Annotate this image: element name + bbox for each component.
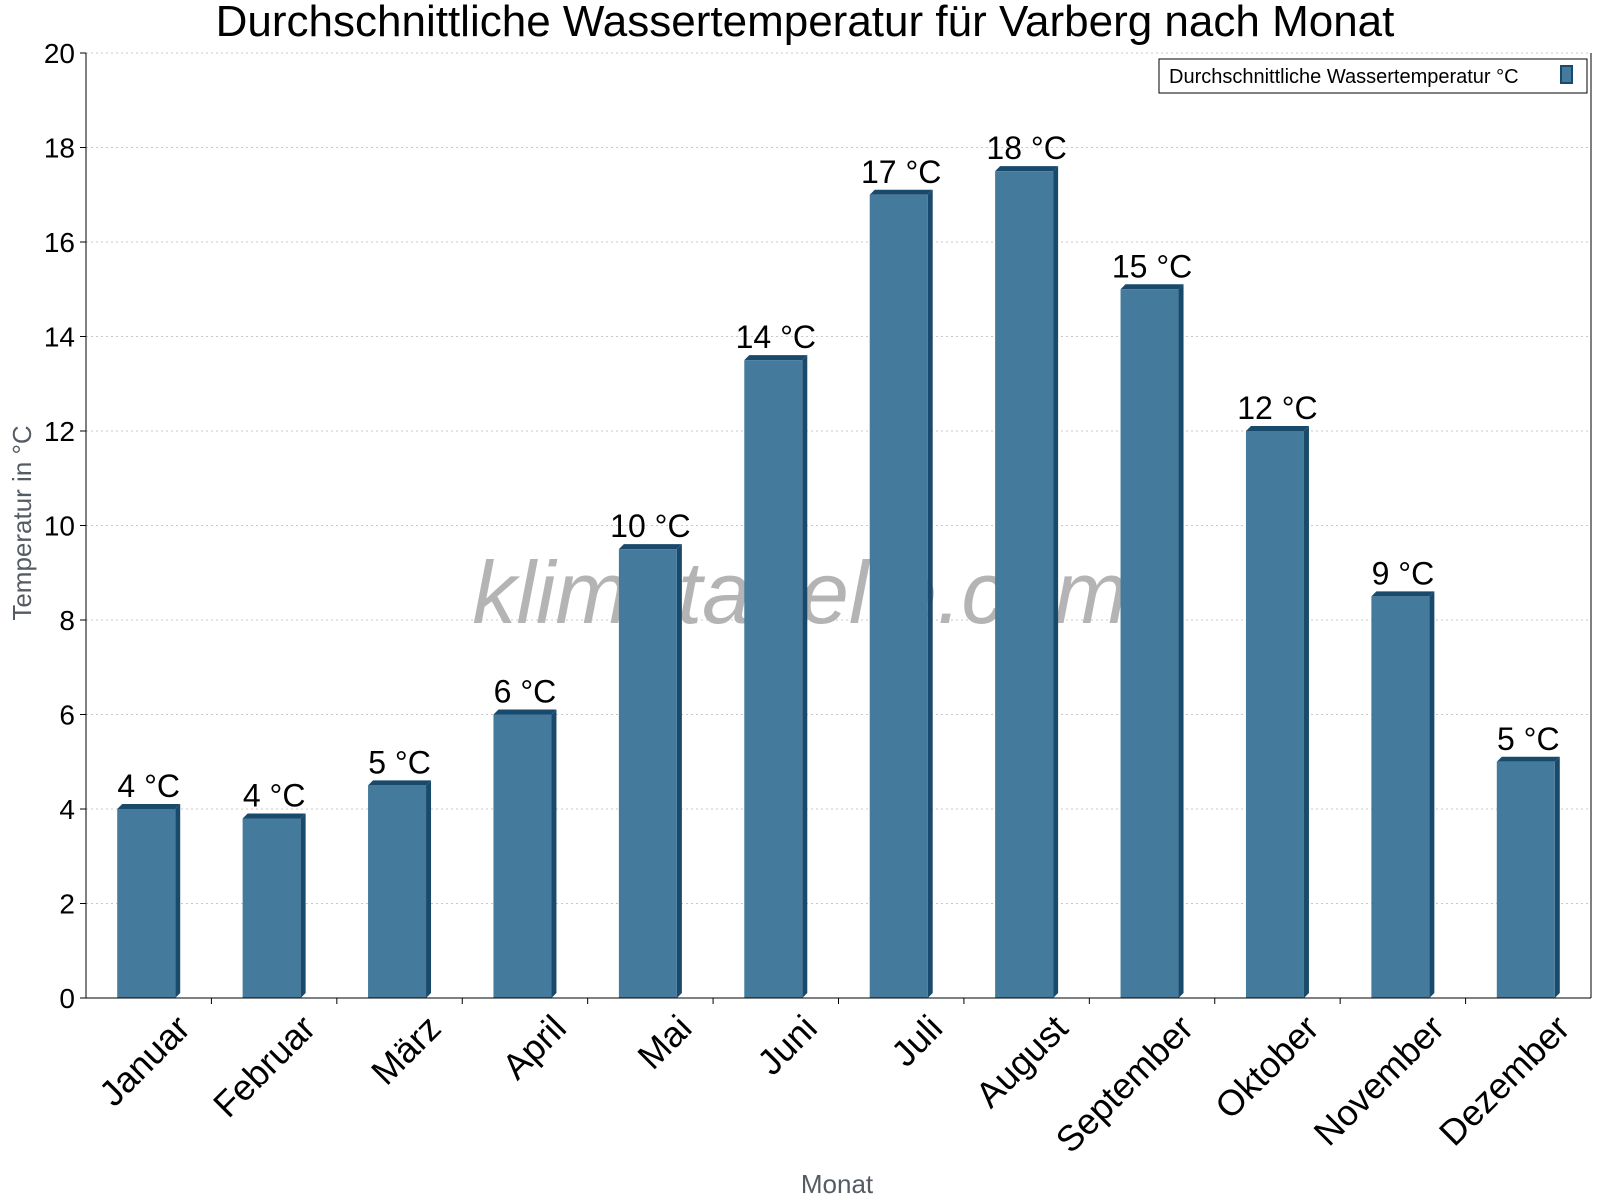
bar-face <box>618 549 677 998</box>
bar-face <box>117 809 176 998</box>
bar-side <box>1429 591 1435 998</box>
y-tick-label: 4 <box>59 794 75 825</box>
y-tick-label: 0 <box>59 983 75 1014</box>
bar <box>618 544 682 998</box>
y-tick-labels: 0 2 4 6 8 10 12 14 16 18 20 <box>44 38 75 1014</box>
x-tick-label: Oktober <box>1207 1007 1327 1127</box>
bar-side <box>426 780 432 998</box>
bar-face <box>493 714 552 998</box>
bar <box>493 709 557 998</box>
bar <box>117 804 181 998</box>
bar <box>744 355 808 998</box>
data-labels: 4 °C 4 °C 5 °C 6 °C 10 °C 14 °C 17 °C 18 °C 15 °… <box>117 130 1559 813</box>
bar-side <box>1053 166 1059 998</box>
bar-face <box>869 194 928 998</box>
bar-side <box>676 544 682 998</box>
data-label: 5 °C <box>368 744 431 780</box>
y-axis-title: Temperatur in °C <box>7 425 37 620</box>
x-tick-label: September <box>1048 1007 1202 1161</box>
y-tick-label: 14 <box>44 322 75 353</box>
data-label: 5 °C <box>1497 721 1560 757</box>
data-label: 4 °C <box>117 768 180 804</box>
x-tick-label: Dezember <box>1431 1007 1577 1153</box>
bar-top <box>368 780 432 786</box>
bar <box>1371 591 1435 998</box>
bar <box>1496 756 1560 998</box>
bar-face <box>1120 289 1179 998</box>
y-tick-label: 10 <box>44 511 75 542</box>
x-tick-label: August <box>967 1007 1075 1115</box>
x-tick-label: Mai <box>629 1007 699 1077</box>
data-label: 17 °C <box>861 154 941 190</box>
x-tick-labels: Januar Februar März April Mai Juni Juli AugustS… <box>91 1007 1577 1161</box>
bar-top <box>618 544 682 550</box>
x-tick-label: November <box>1306 1007 1452 1153</box>
bars <box>117 166 1560 998</box>
bar <box>1245 426 1309 998</box>
x-axis-title: Monat <box>801 1169 874 1199</box>
bar <box>242 813 306 998</box>
bar-top <box>869 189 933 195</box>
bar-face <box>995 171 1054 998</box>
data-label: 12 °C <box>1237 390 1317 426</box>
bar-side <box>175 804 181 998</box>
y-tick-label: 16 <box>44 227 75 258</box>
data-label: 9 °C <box>1372 555 1435 591</box>
bar-face <box>242 818 301 998</box>
bar-top <box>1496 756 1560 762</box>
legend-swatch <box>1560 65 1573 84</box>
bar-top <box>1371 591 1435 597</box>
grid-lines <box>86 52 1591 904</box>
bar-face <box>368 785 427 998</box>
bar-side <box>551 709 557 998</box>
data-label: 15 °C <box>1112 248 1192 284</box>
legend: Durchschnittliche Wassertemperatur °C <box>1158 58 1588 94</box>
x-tick-label: Januar <box>91 1007 198 1114</box>
data-label: 18 °C <box>986 130 1066 166</box>
bar-top <box>493 709 557 715</box>
bar-top <box>1245 426 1309 431</box>
bar-top <box>995 166 1059 172</box>
y-tick-label: 18 <box>44 133 75 164</box>
bar-top <box>744 355 808 361</box>
bar-side <box>1178 284 1184 998</box>
x-tick-label: April <box>494 1007 574 1087</box>
bar-face <box>1496 761 1555 998</box>
bar <box>1120 284 1184 998</box>
bar-side <box>300 813 306 998</box>
bar-side <box>927 189 933 998</box>
chart-title: Durchschnittliche Wassertemperatur für V… <box>216 0 1395 46</box>
bar-face <box>744 360 803 998</box>
legend-box <box>1158 58 1588 94</box>
bar <box>995 166 1059 998</box>
bar-side <box>802 355 808 998</box>
data-label: 10 °C <box>610 508 690 544</box>
x-tick-label: März <box>363 1007 449 1093</box>
data-label: 14 °C <box>736 319 816 355</box>
data-label: 6 °C <box>494 674 557 710</box>
bar-side <box>1303 426 1309 998</box>
bar-top <box>242 813 306 819</box>
y-tick-label: 6 <box>59 700 75 731</box>
bar <box>869 189 933 998</box>
y-tick-label: 12 <box>44 416 75 447</box>
legend-label: Durchschnittliche Wassertemperatur °C <box>1169 66 1519 88</box>
y-tick-label: 20 <box>44 38 75 69</box>
x-tick-label: Juli <box>883 1007 950 1074</box>
bar-face <box>1245 431 1304 998</box>
bar-face <box>1371 596 1430 998</box>
x-tick-label: Juni <box>749 1007 825 1083</box>
axes <box>80 52 1592 1004</box>
x-tick-label: Februar <box>205 1007 323 1125</box>
bar-side <box>1554 756 1560 998</box>
bar <box>368 780 432 998</box>
bar-top <box>1120 284 1184 290</box>
y-tick-label: 8 <box>59 605 75 636</box>
data-label: 4 °C <box>243 777 306 813</box>
y-tick-label: 2 <box>59 889 75 920</box>
bar-top <box>117 804 181 809</box>
